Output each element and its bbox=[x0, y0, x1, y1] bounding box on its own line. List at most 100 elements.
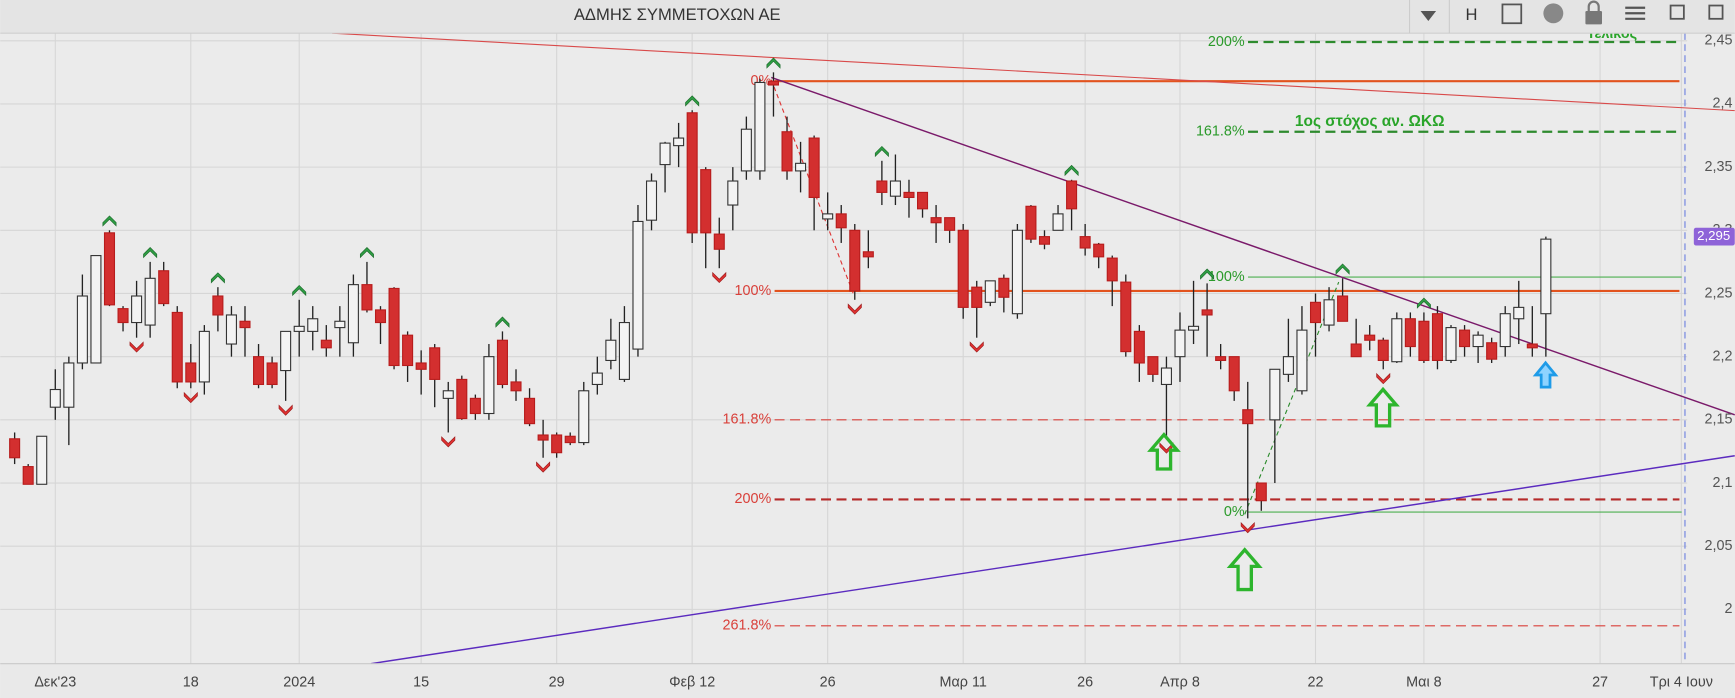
candle-body bbox=[49, 388, 61, 408]
x-tick-label: 22 bbox=[1308, 674, 1324, 690]
candle-body bbox=[1106, 257, 1118, 282]
y-tick-label: 2,1 bbox=[1713, 475, 1733, 491]
fractal-down bbox=[969, 341, 984, 353]
candle-body bbox=[1526, 343, 1538, 349]
y-tick-label: 2,2 bbox=[1713, 348, 1733, 364]
candle-body bbox=[645, 180, 658, 221]
quote-button[interactable] bbox=[1543, 3, 1564, 24]
candle-body bbox=[1282, 356, 1294, 375]
annotation: 1ος στόχος αν. ΩΚΩ bbox=[1295, 113, 1445, 130]
dropdown-button[interactable] bbox=[1420, 11, 1437, 22]
candle-body bbox=[198, 330, 210, 383]
x-tick-label: 29 bbox=[549, 674, 565, 690]
candle-body bbox=[564, 435, 576, 444]
candle-body bbox=[795, 162, 807, 172]
x-tick-label: 18 bbox=[183, 674, 199, 690]
candles bbox=[9, 72, 1552, 519]
y-tick-label: 2 bbox=[1725, 601, 1733, 617]
candle-body bbox=[1038, 236, 1051, 245]
fib-label: 200% bbox=[1208, 34, 1245, 50]
x-tick-label: Φεβ 12 bbox=[669, 674, 715, 690]
fib-label: 100% bbox=[1208, 269, 1245, 285]
swing-line bbox=[1244, 281, 1340, 515]
candle-body bbox=[1160, 367, 1172, 386]
fib-label: 161.8% bbox=[722, 412, 771, 428]
candle-body bbox=[36, 435, 48, 485]
lock-button[interactable] bbox=[1585, 11, 1603, 25]
candle-body bbox=[1147, 356, 1159, 375]
candle-body bbox=[1120, 281, 1132, 353]
candle-body bbox=[185, 362, 197, 383]
y-tick-label: 2,4 bbox=[1713, 96, 1733, 112]
candle-body bbox=[361, 284, 373, 311]
candle-body bbox=[1337, 295, 1349, 322]
candle-body bbox=[22, 466, 34, 485]
y-tick-label: 2,25 bbox=[1705, 285, 1733, 301]
candle-body bbox=[767, 80, 780, 86]
candle-body bbox=[9, 438, 21, 459]
candle-body bbox=[1011, 229, 1023, 315]
fractal-up bbox=[292, 284, 307, 297]
y-tick-label: 2,15 bbox=[1705, 412, 1733, 428]
candle-body bbox=[225, 314, 237, 345]
x-tick-label: 2024 bbox=[283, 674, 315, 690]
y-tick-label: 2,45 bbox=[1705, 33, 1733, 49]
candle-body bbox=[1445, 327, 1457, 362]
candle-body bbox=[117, 308, 129, 324]
last-price-label: 2,295 bbox=[1697, 228, 1730, 243]
candle-body bbox=[971, 286, 983, 308]
candle-body bbox=[483, 356, 495, 415]
fib-label: 261.8% bbox=[722, 618, 771, 634]
layout-button[interactable] bbox=[1501, 3, 1523, 25]
candle-body bbox=[673, 137, 685, 147]
menu-button[interactable] bbox=[1625, 6, 1646, 20]
trend-line bbox=[370, 455, 1735, 665]
candle-body bbox=[700, 169, 712, 234]
restore-button[interactable] bbox=[1669, 4, 1685, 20]
candle-body bbox=[76, 295, 88, 364]
candle-body bbox=[1296, 329, 1308, 392]
fractal-up bbox=[1064, 164, 1079, 177]
candle-body bbox=[957, 229, 969, 308]
candle-body bbox=[1242, 409, 1254, 425]
up-arrow bbox=[1147, 432, 1181, 471]
candle-body bbox=[862, 251, 874, 258]
candle-body bbox=[1309, 301, 1322, 324]
fractal-up bbox=[495, 316, 510, 328]
toolbar bbox=[0, 0, 1735, 34]
fib-label: 161.8% bbox=[1196, 124, 1245, 140]
candle-body bbox=[1323, 299, 1335, 326]
chart-title: ΑΔΜΗΣ ΣΥΜΜΕΤΟΧΩΝ ΑΕ bbox=[574, 5, 781, 24]
window-button[interactable] bbox=[1708, 4, 1724, 20]
candle-body bbox=[293, 325, 305, 332]
x-tick-label: Απρ 8 bbox=[1160, 674, 1200, 690]
candle-body bbox=[686, 112, 698, 234]
candle-body bbox=[144, 277, 156, 326]
x-tick-label: Δεκ'23 bbox=[34, 674, 76, 690]
fractal-down bbox=[1240, 522, 1255, 534]
candle-body bbox=[1350, 343, 1362, 358]
toolbar-button[interactable]: H bbox=[1465, 5, 1477, 24]
trend-line bbox=[332, 32, 1735, 112]
candle-body bbox=[524, 397, 536, 425]
candle-body bbox=[1215, 356, 1227, 362]
candle-body bbox=[808, 137, 820, 199]
candle-body bbox=[822, 213, 834, 220]
candle-body bbox=[551, 434, 563, 454]
fractal-down bbox=[441, 436, 456, 448]
candle-body bbox=[307, 318, 319, 332]
fractal-up bbox=[874, 145, 889, 158]
fib-label: 0% bbox=[1224, 504, 1245, 520]
candle-body bbox=[740, 128, 752, 172]
y-tick-label: 2,05 bbox=[1705, 538, 1733, 554]
candle-body bbox=[456, 378, 468, 420]
candle-body bbox=[239, 320, 251, 329]
candle-body bbox=[1418, 320, 1430, 362]
candle-body bbox=[591, 372, 603, 386]
candle-body bbox=[727, 180, 739, 206]
x-tick-label: 27 bbox=[1592, 674, 1608, 690]
candle-body bbox=[442, 390, 454, 399]
candle-body bbox=[171, 311, 183, 383]
